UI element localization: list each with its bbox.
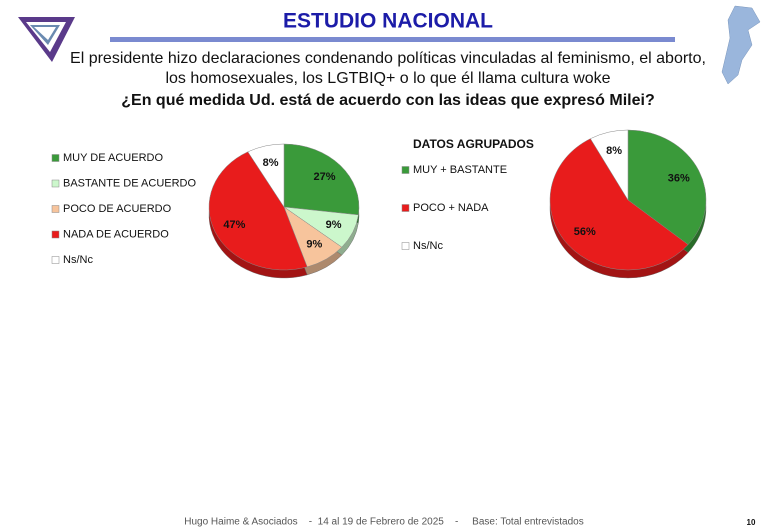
legend-swatch: [51, 205, 60, 213]
legend-swatch: [51, 230, 60, 239]
legend-label: POCO DE ACUERDO: [63, 203, 172, 215]
map: [721, 5, 761, 85]
legend-label: BASTANTE DE ACUERDO: [63, 177, 196, 189]
legend-swatch: [51, 154, 60, 162]
legend-swatch: [401, 166, 410, 174]
pie-slice: [208, 151, 308, 271]
legend-label: POCO + NADA: [413, 202, 489, 214]
data-label: 8%: [606, 145, 622, 157]
data-label: 9%: [306, 238, 322, 250]
legend-label: MUY + BASTANTE: [413, 164, 507, 176]
legend-label: Ns/Nc: [413, 240, 443, 252]
data-label: 36%: [668, 172, 690, 184]
data-label: 8%: [263, 157, 279, 169]
logo: [18, 17, 75, 62]
slide-title: ESTUDIO NACIONAL: [283, 10, 493, 33]
chart-title: DATOS AGRUPADOS: [413, 137, 534, 151]
pie-slice: [283, 143, 360, 216]
data-label: 27%: [313, 171, 335, 183]
data-label: 56%: [574, 226, 596, 238]
data-label: 47%: [223, 219, 245, 231]
footer: Hugo Haime & Asociados - 14 al 19 de Feb…: [184, 517, 583, 528]
legend-swatch: [51, 179, 60, 188]
pie-slice: [549, 138, 689, 271]
legend-swatch: [401, 204, 410, 212]
question-line: ¿En qué medida Ud. está de acuerdo con l…: [121, 92, 654, 109]
legend-label: Ns/Nc: [63, 254, 93, 266]
pie-slice: [590, 129, 629, 201]
page-number: 10: [747, 518, 756, 527]
pie-slice: [247, 143, 285, 208]
question-line: El presidente hizo declaraciones condena…: [70, 50, 706, 67]
title-rule: [110, 37, 675, 42]
legend-label: NADA DE ACUERDO: [63, 228, 169, 240]
question-line: los homosexuales, los LGTBIQ+ o lo que é…: [165, 70, 610, 87]
pie-slice: [627, 129, 707, 245]
data-label: 9%: [326, 219, 342, 231]
legend-swatch: [401, 242, 410, 250]
legend-label: MUY DE ACUERDO: [63, 152, 163, 164]
legend-swatch: [51, 256, 60, 264]
